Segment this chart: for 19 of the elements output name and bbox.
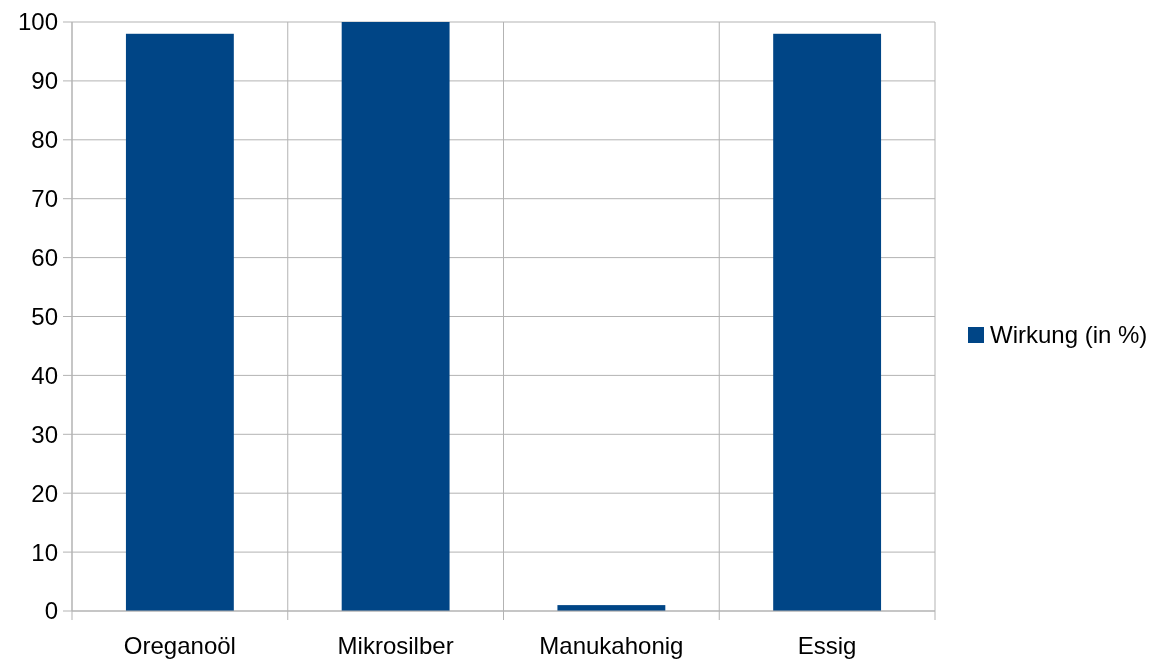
y-tick-label: 50	[31, 302, 58, 330]
y-tick-label: 90	[31, 67, 58, 95]
x-tick-label: Oreganoöl	[123, 632, 236, 659]
x-tick-label: Mikrosilber	[337, 632, 454, 659]
y-tick-label: 70	[31, 185, 58, 213]
y-tick-label: 30	[31, 420, 58, 448]
legend-label: Wirkung (in %)	[990, 321, 1148, 349]
y-tick-label: 100	[17, 8, 58, 36]
y-tick-label: 60	[31, 244, 58, 271]
bar	[125, 33, 234, 611]
y-tick-label: 10	[31, 538, 58, 566]
y-tick-label: 0	[44, 597, 58, 625]
x-tick-label: Manukahonig	[539, 632, 684, 659]
y-tick-label: 20	[31, 479, 58, 507]
y-tick-label: 80	[31, 126, 58, 154]
bar	[341, 22, 450, 611]
bar	[773, 33, 882, 611]
x-tick-label: Essig	[797, 632, 857, 659]
y-tick-label: 40	[31, 361, 58, 389]
